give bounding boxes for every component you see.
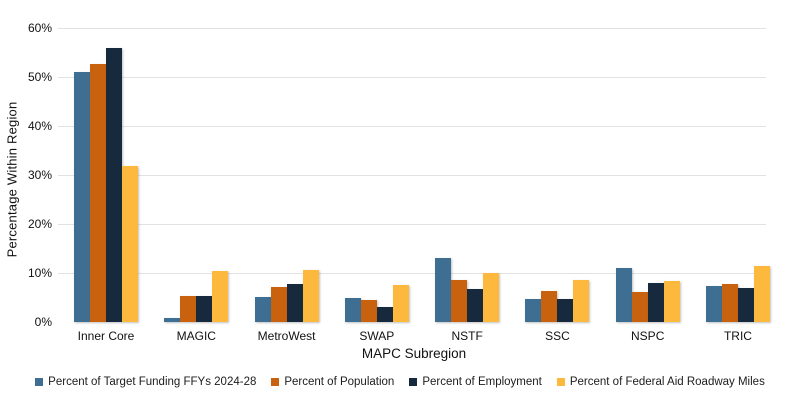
legend-label: Percent of Federal Aid Roadway Miles — [569, 376, 765, 388]
category-label-wrap: TRIC — [706, 329, 770, 343]
legend-swatch-icon — [556, 378, 565, 386]
y-tick-label: 60% — [27, 21, 52, 35]
category-label: NSTF — [451, 329, 483, 343]
bar-series-2-swap — [360, 300, 377, 322]
category-label: SWAP — [359, 329, 395, 343]
gridline-50 — [58, 77, 766, 78]
bar-group-metrowest — [254, 28, 319, 322]
bar-group-nstf — [435, 28, 500, 322]
x-axis-title: MAPC Subregion — [361, 346, 467, 361]
legend-swatch-icon — [409, 378, 418, 386]
legend-item-3: Percent of Employment — [409, 376, 542, 388]
legend-label: Percent of Employment — [422, 376, 542, 388]
y-tick-label: 40% — [27, 119, 52, 133]
bar-series-2-inner-core — [90, 63, 106, 322]
bar-series-3-nspc — [647, 282, 664, 322]
gridline-60 — [58, 28, 766, 29]
bar-groups — [58, 28, 770, 322]
y-tick-label: 10% — [27, 266, 52, 280]
bar-series-4-swap — [392, 285, 409, 322]
y-tick-label: 30% — [27, 168, 52, 182]
bar-group-nspc — [615, 28, 680, 322]
bar-series-1-metrowest — [254, 297, 271, 322]
legend-label: Percent of Population — [284, 376, 395, 388]
bar-series-4-tric — [753, 266, 770, 322]
category-label: TRIC — [723, 329, 752, 343]
bar-series-3-inner-core — [106, 48, 122, 322]
x-axis-category-labels: Inner Core MAGIC MetroWest SWAP NSTF SSC NSPC T… — [58, 329, 770, 343]
bar-series-4-magic — [212, 271, 229, 322]
legend: Percent of Target Funding FFYs 2024-28 Pe… — [0, 376, 800, 388]
legend-item-4: Percent of Federal Aid Roadway Miles — [556, 376, 765, 388]
category-label: MetroWest — [257, 329, 316, 343]
legend-item-2: Percent of Population — [271, 376, 394, 388]
category-label-wrap: SWAP — [345, 329, 409, 343]
bar-series-1-inner-core — [74, 71, 90, 322]
y-tick-label: 50% — [27, 70, 52, 84]
category-label: SSC — [545, 329, 570, 343]
category-label-wrap: MAGIC — [164, 329, 228, 343]
gridline-30 — [58, 175, 766, 176]
bar-series-1-nspc — [615, 267, 632, 322]
bar-series-3-nstf — [467, 288, 484, 322]
category-label-wrap: Inner Core — [74, 329, 138, 343]
bar-series-3-metrowest — [286, 283, 303, 322]
bar-series-1-nstf — [435, 257, 452, 322]
category-label: Inner Core — [77, 329, 135, 343]
category-label-wrap: MetroWest — [255, 329, 319, 343]
gridline-10 — [58, 273, 766, 274]
bar-series-1-magic — [164, 317, 181, 322]
bar-series-3-ssc — [557, 299, 574, 322]
bar-group-ssc — [525, 28, 590, 322]
bar-series-2-nstf — [451, 280, 468, 322]
gridline-20 — [58, 224, 766, 225]
legend-item-1: Percent of Target Funding FFYs 2024-28 — [35, 376, 256, 388]
bar-group-tric — [705, 28, 770, 322]
y-tick-label: 0% — [34, 315, 52, 329]
category-label-wrap: NSTF — [435, 329, 499, 343]
bar-series-4-nspc — [663, 281, 680, 322]
category-label: NSPC — [631, 329, 665, 343]
category-label: MAGIC — [176, 329, 216, 343]
bar-series-3-tric — [737, 288, 754, 322]
bar-series-3-swap — [376, 307, 393, 322]
bar-series-1-swap — [344, 298, 361, 322]
bar-group-magic — [164, 28, 229, 322]
legend-label: Percent of Target Funding FFYs 2024-28 — [48, 376, 257, 388]
bar-series-1-ssc — [525, 299, 542, 322]
bar-group-inner-core — [74, 28, 138, 322]
bar-series-4-ssc — [573, 280, 590, 322]
bar-series-1-tric — [705, 286, 722, 322]
bar-series-4-nstf — [483, 273, 500, 322]
y-tick-label: 20% — [27, 217, 52, 231]
category-label-wrap: SSC — [525, 329, 589, 343]
bar-series-2-ssc — [541, 290, 558, 322]
bar-series-2-magic — [180, 296, 197, 322]
gridline-40 — [58, 126, 766, 127]
bar-series-2-metrowest — [270, 286, 287, 322]
plot-area — [58, 28, 770, 322]
bar-series-3-magic — [196, 295, 213, 322]
bar-series-4-metrowest — [302, 270, 319, 322]
bar-group-swap — [344, 28, 409, 322]
legend-swatch-icon — [35, 378, 44, 386]
bar-series-2-nspc — [631, 291, 648, 322]
bar-series-4-inner-core — [122, 166, 138, 322]
bar-series-2-tric — [721, 283, 738, 322]
category-label-wrap: NSPC — [616, 329, 680, 343]
legend-swatch-icon — [271, 378, 280, 386]
